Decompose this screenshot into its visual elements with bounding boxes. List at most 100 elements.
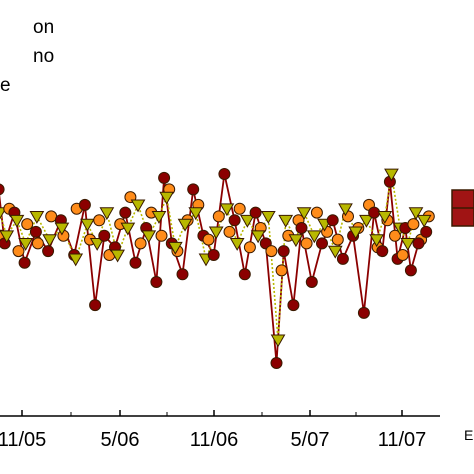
data-point-s2-11 bbox=[110, 249, 125, 263]
data-point-s0-25 bbox=[249, 206, 262, 219]
data-point-s0-36 bbox=[357, 306, 370, 319]
data-point-s2-24 bbox=[240, 214, 255, 228]
data-point-s2-30 bbox=[296, 207, 312, 221]
x-axis: 11/05 5/06 11/06 5/07 11/07 E bbox=[0, 410, 473, 451]
data-point-s2-12 bbox=[120, 222, 136, 236]
data-point-s1-2 bbox=[12, 245, 25, 258]
data-point-s1-21 bbox=[212, 210, 225, 223]
data-point-s0-34 bbox=[336, 252, 349, 265]
data-point-s0-29 bbox=[287, 299, 300, 312]
data-point-s0-21 bbox=[207, 249, 220, 261]
legend: on no e bbox=[0, 17, 54, 96]
data-point-s1-40 bbox=[396, 249, 409, 261]
data-point-s1-4 bbox=[31, 237, 44, 250]
data-point-s0-38 bbox=[376, 245, 389, 258]
data-point-s0-3 bbox=[18, 256, 31, 269]
data-point-s2-21 bbox=[208, 226, 224, 240]
x-tick-label-2: 11/06 bbox=[190, 429, 239, 451]
x-axis-label-cut: E bbox=[464, 427, 473, 443]
data-point-s2-31 bbox=[306, 230, 322, 244]
data-point-s1-3 bbox=[21, 218, 34, 231]
x-tick-marks bbox=[21, 410, 403, 416]
data-point-s1-41 bbox=[407, 218, 420, 231]
data-point-s2-39 bbox=[384, 168, 399, 182]
data-point-s0-8 bbox=[78, 198, 91, 211]
data-point-s1-30 bbox=[300, 237, 313, 250]
legend-label-2: e bbox=[0, 75, 11, 96]
data-point-s0-42 bbox=[404, 264, 417, 277]
data-point-s1-23 bbox=[233, 202, 246, 215]
data-point-s2-15 bbox=[151, 211, 167, 224]
data-point-s2-19 bbox=[188, 207, 204, 221]
data-point-s0-4 bbox=[29, 225, 42, 238]
data-point-s2-7 bbox=[68, 253, 84, 267]
data-point-s2-27 bbox=[270, 334, 286, 348]
data-point-s2-25 bbox=[250, 230, 266, 244]
legend-label-1: no bbox=[33, 46, 54, 67]
inset-box-marker bbox=[451, 189, 474, 227]
data-point-s1-13 bbox=[134, 237, 147, 250]
data-point-s0-19 bbox=[187, 183, 200, 196]
data-point-s0-9 bbox=[89, 299, 102, 312]
data-point-s0-31 bbox=[305, 276, 318, 288]
data-point-s0-23 bbox=[228, 214, 241, 227]
legend-label-0: on bbox=[33, 17, 54, 38]
data-point-s0-33 bbox=[326, 214, 339, 227]
data-point-s2-5 bbox=[42, 234, 58, 248]
data-point-s2-18 bbox=[177, 218, 193, 232]
x-tick-label-3: 5/07 bbox=[291, 429, 330, 451]
data-point-s2-6 bbox=[54, 222, 70, 236]
data-point-s2-3 bbox=[18, 238, 33, 251]
x-tick-label-1: 5/06 bbox=[101, 429, 140, 451]
data-point-s0-27 bbox=[270, 357, 283, 369]
data-point-s2-33 bbox=[327, 245, 343, 259]
data-point-s0-37 bbox=[368, 206, 381, 219]
data-point-s0-22 bbox=[218, 168, 231, 180]
data-point-s2-26 bbox=[260, 211, 276, 224]
data-point-s1-15 bbox=[155, 229, 168, 242]
x-tick-label-4: 11/07 bbox=[378, 429, 427, 451]
data-point-s0-30 bbox=[295, 222, 308, 234]
data-point-s2-35 bbox=[348, 226, 364, 240]
data-point-s0-24 bbox=[238, 268, 251, 281]
data-point-s1-9 bbox=[93, 214, 106, 227]
data-point-s0-13 bbox=[129, 256, 142, 269]
data-point-s0-5 bbox=[42, 245, 55, 258]
data-point-s0-10 bbox=[98, 229, 111, 242]
data-point-s2-17 bbox=[167, 241, 183, 255]
data-point-s2-36 bbox=[359, 214, 374, 228]
data-point-s2-1 bbox=[0, 230, 15, 244]
data-point-s0-28 bbox=[277, 245, 290, 258]
data-point-s1-24 bbox=[243, 241, 256, 254]
data-point-s0-44 bbox=[420, 225, 433, 238]
data-point-s0-32 bbox=[316, 237, 328, 250]
data-point-s1-22 bbox=[223, 225, 236, 238]
data-point-s2-41 bbox=[400, 238, 416, 251]
data-point-s2-4 bbox=[29, 211, 45, 224]
data-point-s2-28 bbox=[278, 214, 294, 228]
data-point-s1-33 bbox=[331, 233, 344, 246]
data-point-s1-20 bbox=[202, 233, 215, 246]
data-point-s2-43 bbox=[416, 214, 432, 228]
data-point-s0-18 bbox=[176, 268, 189, 281]
data-point-s1-27 bbox=[275, 264, 288, 277]
x-tick-label-0: 11/05 bbox=[0, 429, 46, 451]
data-point-s0-0 bbox=[0, 183, 5, 196]
data-point-s2-38 bbox=[377, 211, 393, 224]
series-lines bbox=[0, 173, 427, 364]
data-point-s1-31 bbox=[310, 206, 323, 219]
data-point-s1-26 bbox=[265, 245, 278, 258]
data-point-s0-43 bbox=[412, 237, 425, 250]
data-point-s1-39 bbox=[389, 229, 401, 242]
data-point-s2-37 bbox=[369, 234, 385, 248]
data-point-s2-10 bbox=[99, 207, 115, 221]
data-point-s2-16 bbox=[159, 191, 175, 205]
data-point-s2-34 bbox=[338, 203, 353, 217]
series-line-0 bbox=[0, 173, 427, 364]
data-point-s0-16 bbox=[158, 171, 171, 184]
data-point-s2-8 bbox=[80, 218, 95, 232]
data-point-s0-15 bbox=[150, 276, 163, 288]
data-point-s2-14 bbox=[141, 230, 157, 244]
data-point-s2-2 bbox=[9, 214, 25, 228]
data-point-s2-22 bbox=[219, 203, 235, 217]
